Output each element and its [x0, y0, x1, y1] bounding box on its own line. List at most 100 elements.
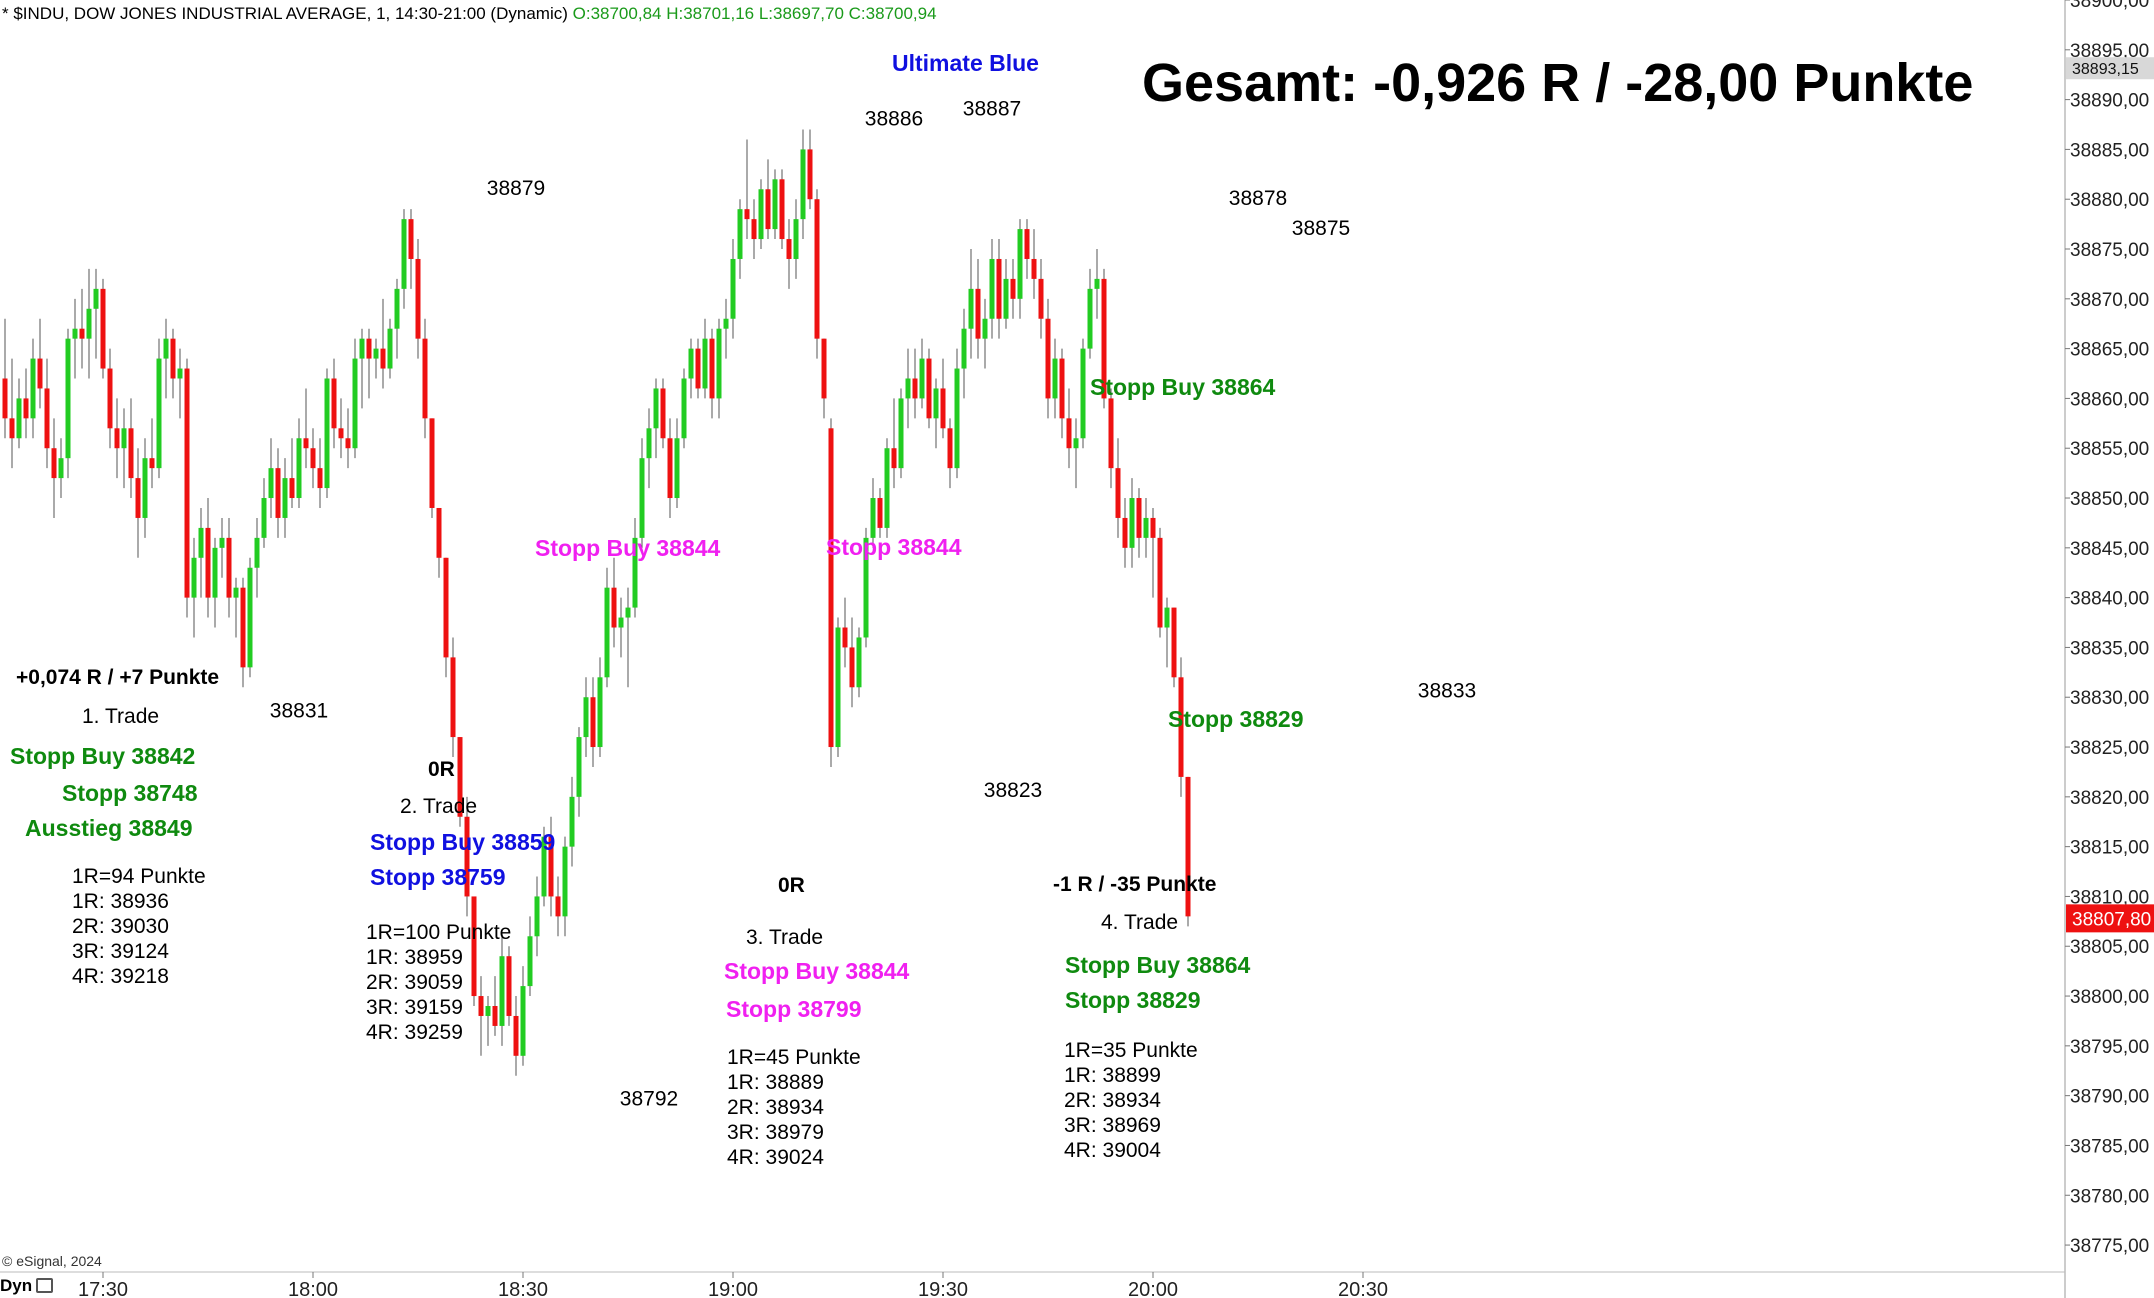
candle: [639, 438, 645, 548]
candle-body: [1087, 288, 1093, 349]
candle-body: [86, 308, 92, 339]
candle: [226, 517, 232, 618]
trade3-title: 3. Trade: [746, 926, 824, 949]
swing-price-label: 38878: [1229, 187, 1287, 210]
candle-body: [835, 627, 841, 748]
candle-body: [989, 258, 995, 319]
candle-body: [954, 368, 960, 469]
candle: [786, 219, 792, 289]
candle-body: [947, 428, 953, 469]
candle-body: [422, 338, 428, 419]
candle: [506, 946, 512, 1026]
candle: [331, 358, 337, 449]
candle: [576, 727, 582, 817]
candle: [310, 428, 316, 489]
candle: [289, 438, 295, 508]
candle-body: [961, 328, 967, 369]
candle-body: [254, 537, 260, 568]
trade4-result: -1 R / -35 Punkte: [1053, 873, 1217, 896]
candle: [534, 876, 540, 957]
candle: [282, 458, 288, 538]
candle-body: [324, 378, 330, 489]
candle-body: [1164, 607, 1170, 628]
candle-body: [380, 348, 386, 369]
lock-icon[interactable]: [36, 1278, 54, 1293]
candle: [254, 517, 260, 598]
candle: [541, 826, 547, 907]
candle: [408, 209, 414, 289]
candle-body: [940, 388, 946, 429]
candle-body: [597, 677, 603, 748]
trade4-title: 4. Trade: [1101, 911, 1179, 934]
candle-body: [233, 587, 239, 598]
candle-body: [478, 996, 484, 1016]
candle-body: [891, 448, 897, 469]
candle: [1157, 527, 1163, 638]
candle: [464, 796, 470, 917]
candle-body: [1038, 278, 1044, 319]
candle-body: [569, 796, 575, 847]
candle: [1150, 507, 1156, 598]
candle: [1178, 657, 1184, 797]
candle: [471, 896, 477, 1007]
candle-body: [401, 219, 407, 289]
candle-body: [247, 567, 253, 668]
candle-body: [261, 498, 267, 538]
candle: [79, 288, 85, 369]
candle-body: [1094, 278, 1100, 289]
candle: [121, 408, 127, 489]
trade4-chart-stop: Stopp 38829: [1168, 706, 1304, 732]
candle-body: [548, 836, 554, 897]
candle: [443, 557, 449, 678]
candle: [604, 567, 610, 688]
candle: [275, 448, 281, 538]
trade3-levels: 1R=45 Punkte 1R: 38889 2R: 38934 3R: 389…: [727, 1046, 861, 1169]
candle-body: [1143, 517, 1149, 538]
candle-body: [828, 428, 834, 748]
candle: [765, 159, 771, 240]
candle: [170, 328, 176, 399]
candle: [86, 268, 92, 379]
candle: [1122, 498, 1128, 568]
symbol-description: * $INDU, DOW JONES INDUSTRIAL AVERAGE, 1…: [2, 4, 568, 23]
candle: [30, 338, 36, 439]
x-tick-label: 20:00: [1128, 1279, 1178, 1298]
candle: [2, 318, 8, 439]
candle: [646, 408, 652, 489]
time-axis[interactable]: 17:30 18:00 18:30 19:00 19:30 20:00 20:30: [0, 1271, 2065, 1298]
candle-body: [786, 239, 792, 259]
candle: [891, 398, 897, 489]
candle-body: [765, 189, 771, 230]
candle-body: [16, 398, 22, 439]
candle-body: [807, 149, 813, 200]
candle-body: [772, 179, 778, 230]
trade1-entry: Stopp Buy 38842: [10, 743, 196, 769]
candle: [597, 657, 603, 757]
candle: [583, 677, 589, 757]
y-tick-label: 38780,00: [2070, 1186, 2149, 1207]
candle-body: [93, 288, 99, 309]
candle: [625, 587, 631, 688]
candle: [16, 378, 22, 449]
price-axis[interactable]: 38775,00 38780,00 38785,00 38790,00 38795,00…: [2065, 0, 2154, 1257]
candle: [772, 169, 778, 240]
candle-body: [366, 338, 372, 359]
candle: [1101, 268, 1107, 409]
total-result: Gesamt: -0,926 R / -28,00 Punkte: [1142, 53, 1974, 113]
candle: [877, 488, 883, 538]
candle-body: [65, 338, 71, 459]
y-tick-label: 38855,00: [2070, 439, 2149, 460]
candle-body: [303, 438, 309, 449]
candle: [730, 239, 736, 339]
candle: [205, 498, 211, 618]
trade1-title: 1. Trade: [82, 705, 160, 728]
dynamic-toggle[interactable]: Dyn: [0, 1276, 54, 1296]
candle: [926, 348, 932, 429]
candle-body: [457, 737, 463, 817]
candle: [191, 537, 197, 638]
swing-price-label: 38886: [865, 107, 923, 130]
candle-body: [555, 896, 561, 917]
trade2-result: 0R: [428, 758, 455, 781]
candle-body: [779, 179, 785, 240]
